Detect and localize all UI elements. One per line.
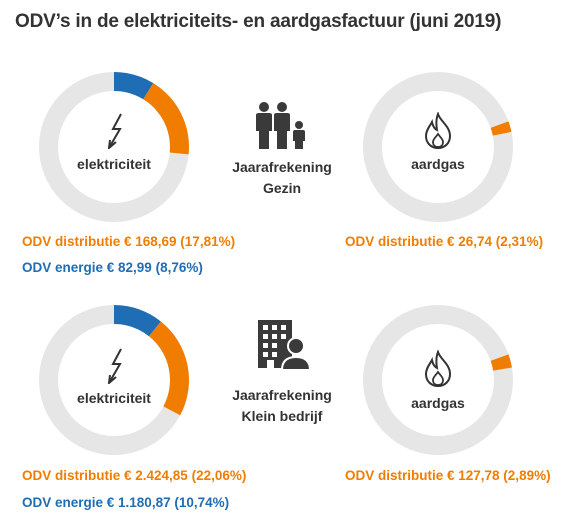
donut-rest-ring: [363, 305, 513, 455]
caption-gezin-line2: Gezin: [262, 180, 302, 196]
donut-label-elektriciteit: elektriciteit: [77, 390, 151, 406]
donut-aardgas-gezin: [363, 72, 513, 222]
legend-energie-elektriciteit-gezin: ODV energie € 82,99 (8,76%): [22, 260, 203, 275]
donut-label-elektriciteit: elektriciteit: [77, 156, 151, 172]
caption-bedrijf-line2: Klein bedrijf: [241, 408, 323, 424]
donut-segment-odv-distributie: [148, 321, 190, 416]
legend-energie-elektriciteit-bedrijf: ODV energie € 1.180,87 (10,74%): [22, 495, 230, 510]
family-icon: [254, 101, 310, 156]
business-icon: [256, 318, 312, 375]
donut-rest-ring: [363, 72, 513, 222]
caption-gezin-line1: Jaarafrekening: [232, 159, 332, 175]
donut-segment-odv-distributie: [490, 121, 512, 136]
flame-icon: [423, 110, 453, 155]
flame-icon: [423, 348, 453, 393]
caption-bedrijf-line1: Jaarafrekening: [232, 387, 332, 403]
caption-gezin: Jaarafrekening Gezin: [207, 157, 357, 199]
donut-aardgas-bedrijf: [363, 305, 513, 455]
donut-label-aardgas: aardgas: [411, 156, 465, 172]
donut-label-aardgas: aardgas: [411, 395, 465, 411]
legend-distributie-aardgas-gezin: ODV distributie € 26,74 (2,31%): [345, 234, 544, 249]
legend-distributie-aardgas-bedrijf: ODV distributie € 127,78 (2,89%): [345, 468, 551, 483]
donut-segment-odv-distributie: [490, 354, 512, 371]
legend-distributie-elektriciteit-gezin: ODV distributie € 168,69 (17,81%): [22, 234, 236, 249]
lightning-icon: [104, 113, 126, 154]
caption-klein-bedrijf: Jaarafrekening Klein bedrijf: [207, 385, 357, 427]
donut-segment-odv-energie: [114, 305, 161, 337]
legend-distributie-elektriciteit-bedrijf: ODV distributie € 2.424,85 (22,06%): [22, 468, 247, 483]
donut-segment-odv-energie: [114, 72, 154, 100]
donut-elektriciteit-bedrijf: [39, 305, 190, 455]
lightning-icon: [104, 348, 126, 389]
donut-elektriciteit-gezin: [39, 72, 189, 222]
page-title: ODV’s in de elektriciteits- en aardgasfa…: [15, 11, 502, 32]
donut-segment-odv-distributie: [143, 83, 189, 155]
